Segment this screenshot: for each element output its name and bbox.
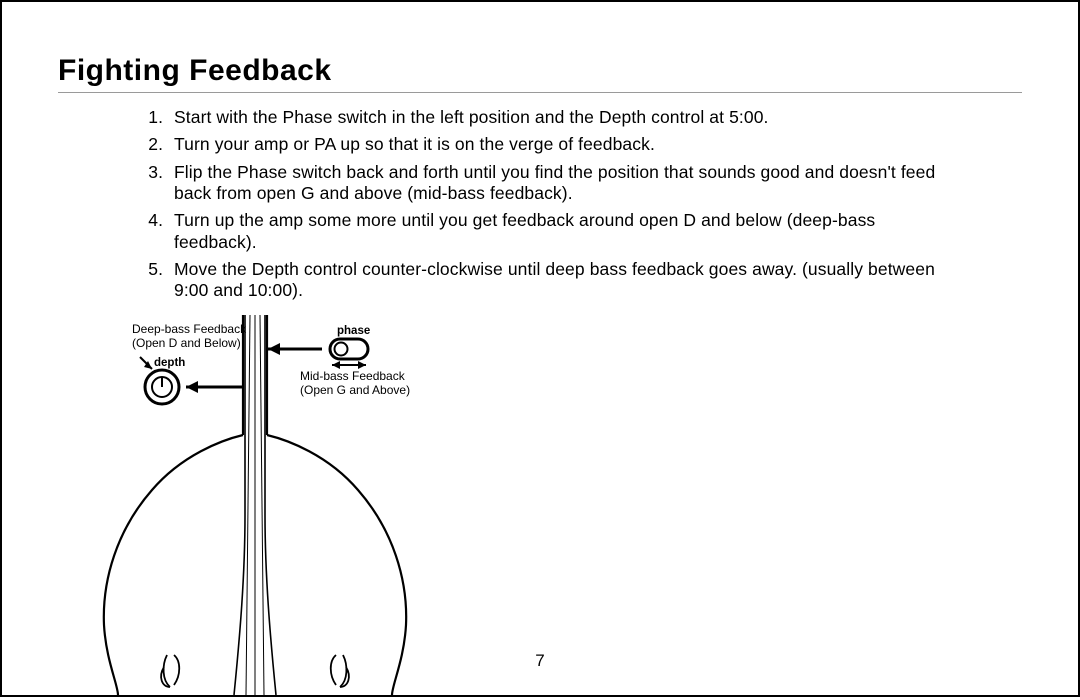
depth-arrow-icon [140,357,152,369]
page-number: 7 [2,651,1078,671]
step-item: Start with the Phase switch in the left … [168,107,962,128]
depth-arrow-main-icon [186,381,242,393]
steps-list: Start with the Phase switch in the left … [132,107,1022,302]
label-text: Deep-bass Feedback [132,322,246,336]
label-text: (Open G and Above) [300,383,410,397]
title-rule [58,92,1022,93]
mid-bass-label: Mid-bass Feedback (Open G and Above) [300,370,410,398]
manual-page: Fighting Feedback Start with the Phase s… [0,0,1080,697]
label-text: Mid-bass Feedback [300,369,405,383]
deep-bass-label: Deep-bass Feedback (Open D and Below) [132,323,246,351]
phase-double-arrow-icon [332,361,366,369]
bass-diagram: Deep-bass Feedback (Open D and Below) de… [62,315,542,695]
step-item: Move the Depth control counter-clockwise… [168,259,962,302]
phase-arrow-icon [268,343,322,355]
depth-knob-icon [145,370,179,404]
phase-label: phase [337,325,370,338]
step-item: Turn your amp or PA up so that it is on … [168,134,962,155]
label-text: (Open D and Below) [132,336,241,350]
step-item: Flip the Phase switch back and forth unt… [168,162,962,205]
step-item: Turn up the amp some more until you get … [168,210,962,253]
depth-label: depth [154,357,185,370]
phase-switch-icon [330,339,368,359]
section-title: Fighting Feedback [58,54,1022,88]
